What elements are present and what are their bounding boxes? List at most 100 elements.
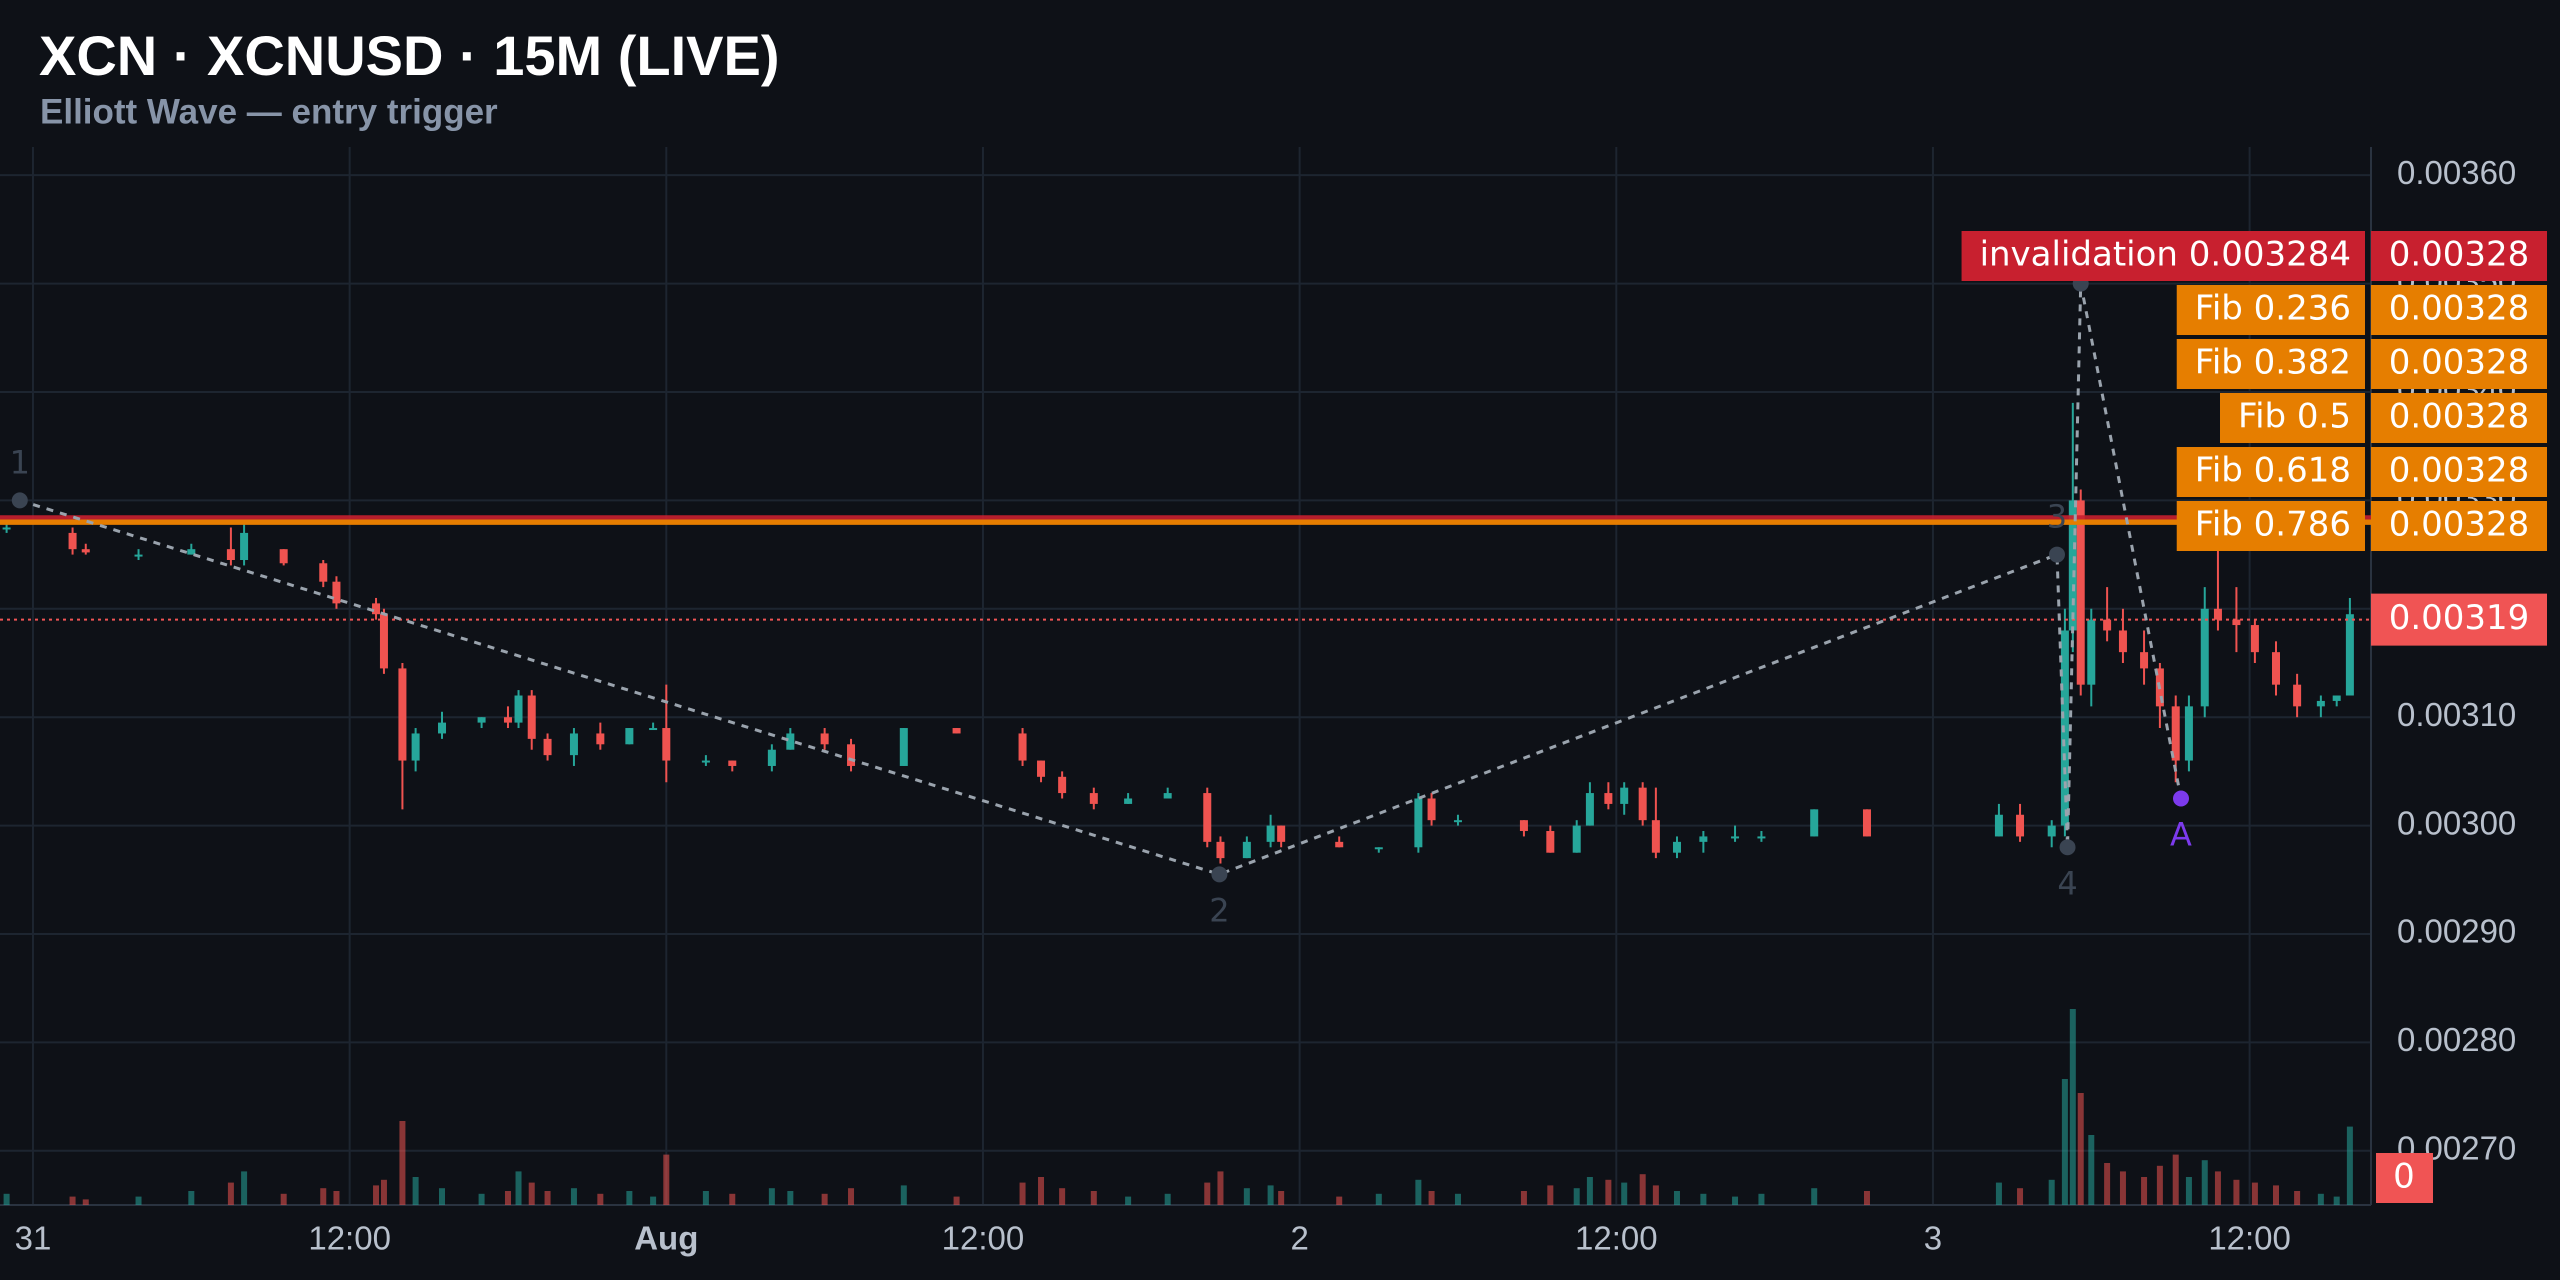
candle-body — [2118, 630, 2127, 653]
volume-bar — [597, 1193, 604, 1205]
volume-bar — [2273, 1185, 2280, 1205]
candle-body — [1585, 793, 1594, 826]
candle-body — [134, 554, 143, 557]
level-label-box — [2176, 501, 2365, 551]
volume-bar — [1586, 1177, 1593, 1205]
level-label: Fib 0.382 — [2195, 343, 2351, 383]
level-price-label: 0.00328 — [2389, 235, 2530, 275]
candle-body — [1089, 793, 1098, 804]
candle-body — [1203, 793, 1212, 842]
level-label: Fib 0.5 — [2238, 397, 2351, 437]
volume-bar — [1125, 1196, 1132, 1205]
y-tick-label: 0.00300 — [2397, 804, 2516, 841]
volume-bar — [1605, 1179, 1612, 1205]
candle-body — [1277, 825, 1286, 842]
level-price-label: 0.00328 — [2389, 343, 2530, 383]
candle-body — [2293, 684, 2302, 707]
x-tick-label: Aug — [634, 1220, 698, 1257]
x-tick-label: 12:00 — [2208, 1220, 2291, 1257]
volume-bar — [2201, 1160, 2208, 1205]
level-label: Fib 0.786 — [2195, 505, 2351, 545]
wave-path — [19, 283, 2183, 876]
level-price-box — [2371, 231, 2547, 281]
volume-label-box — [2376, 1153, 2433, 1203]
volume-bar — [1336, 1196, 1343, 1205]
volume-bar — [2214, 1171, 2221, 1205]
candle-body — [1519, 820, 1528, 832]
level-label-box — [2176, 339, 2365, 389]
candle-body — [1862, 809, 1871, 837]
volume-bar — [2172, 1154, 2179, 1205]
volume-bar — [1375, 1193, 1382, 1205]
candle-body — [899, 728, 908, 766]
volume-bar — [439, 1188, 446, 1205]
candle-body — [319, 563, 328, 582]
candle-body — [2, 527, 11, 530]
candle-body — [1651, 820, 1660, 853]
candle-body — [596, 733, 605, 745]
candle-body — [1124, 798, 1133, 804]
level-label: invalidation 0.003284 — [1980, 235, 2351, 275]
volume-bar — [373, 1185, 380, 1205]
x-tick-label: 12:00 — [308, 1220, 391, 1257]
volume-bar — [528, 1182, 535, 1205]
candle-body — [2103, 619, 2112, 631]
volume-bar — [399, 1121, 406, 1205]
level-label-box — [2176, 447, 2365, 497]
volume-bar — [2077, 1093, 2084, 1205]
volume-bar — [570, 1188, 577, 1205]
candle-body — [1414, 798, 1423, 848]
volume-bar — [1059, 1188, 1066, 1205]
candle-body — [1216, 841, 1225, 859]
candle-body — [503, 717, 512, 723]
volume-bar — [1863, 1191, 1870, 1205]
wave-point — [2048, 546, 2065, 563]
candle-body — [332, 581, 341, 604]
level-price-label: 0.00328 — [2389, 451, 2530, 491]
volume-bar — [787, 1191, 794, 1205]
wave-label: 4 — [2057, 864, 2077, 902]
volume-bar — [320, 1188, 327, 1205]
chart-title: XCN · XCNUSD · 15M (LIVE) — [39, 24, 780, 87]
candle-body — [2171, 706, 2180, 761]
volume-bar — [1639, 1174, 1646, 1205]
volume-bar — [650, 1196, 657, 1205]
candle-body — [952, 728, 961, 734]
candle-body — [543, 738, 552, 756]
candle-body — [701, 760, 710, 763]
last-price-label: 0.00319 — [2389, 598, 2530, 638]
candle-body — [68, 532, 77, 550]
candle-body — [527, 695, 536, 739]
volume-bar — [2346, 1126, 2353, 1205]
volume-bar — [1652, 1185, 1659, 1205]
candle-body — [1037, 760, 1046, 777]
candle-body — [1672, 841, 1681, 853]
candle-body — [372, 603, 381, 615]
level-price-label: 0.00328 — [2389, 505, 2530, 545]
volume-bar — [1204, 1182, 1211, 1205]
candle-body — [1335, 841, 1344, 848]
wave-point — [2059, 839, 2076, 856]
level-label: Fib 0.236 — [2195, 289, 2351, 329]
candle-body — [649, 728, 658, 731]
volume-bar — [702, 1191, 709, 1205]
candle-body — [2047, 825, 2056, 837]
candle-body — [240, 532, 249, 561]
volume-bar — [1700, 1193, 1707, 1205]
candle-body — [2200, 608, 2209, 707]
volume-bar — [2088, 1135, 2095, 1205]
candle-body — [728, 760, 737, 766]
volume-bar — [227, 1182, 234, 1205]
level-price-box — [2371, 285, 2547, 335]
volume-bar — [412, 1177, 419, 1205]
candle-body — [2316, 700, 2325, 707]
candle-body — [569, 733, 578, 756]
candle-body — [2332, 695, 2341, 701]
candle-body — [1453, 820, 1462, 823]
volume-bar — [82, 1199, 89, 1205]
volume-bar — [188, 1191, 195, 1205]
level-label: Fib 0.618 — [2195, 451, 2351, 491]
volume-bar — [1520, 1191, 1527, 1205]
volume-bar — [1038, 1177, 1045, 1205]
candle-body — [2076, 500, 2085, 685]
